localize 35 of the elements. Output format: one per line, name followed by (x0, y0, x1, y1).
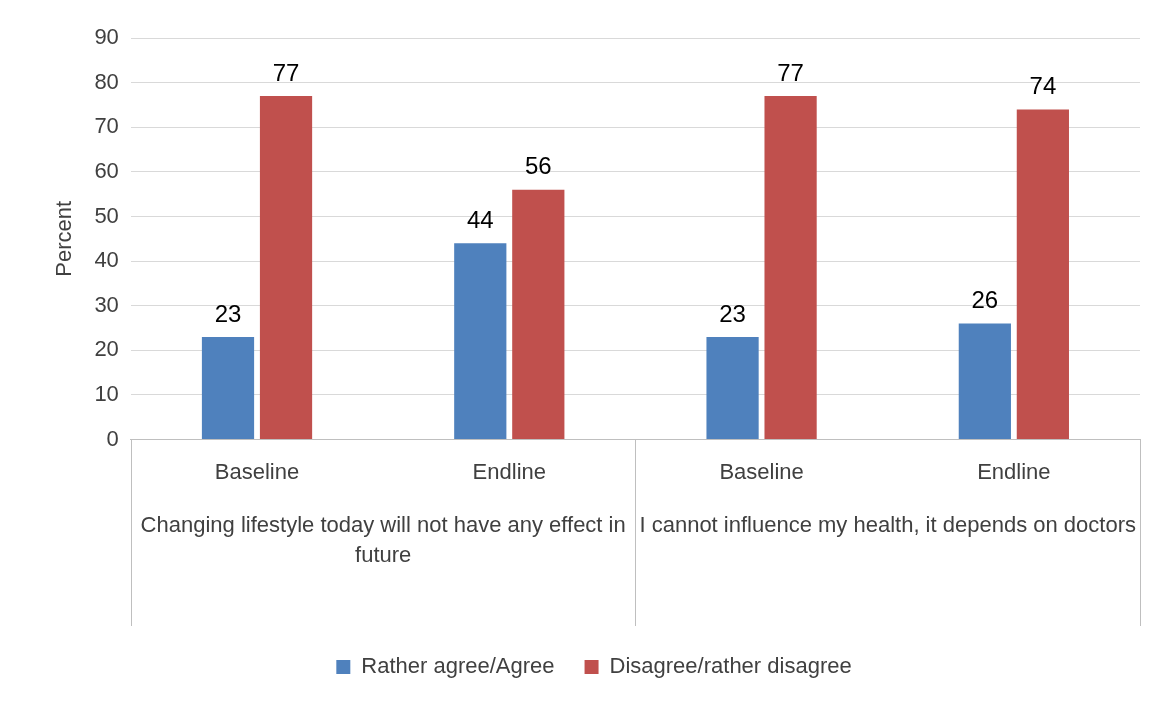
y-tick-label: 50 (94, 202, 119, 228)
y-tick-label: 20 (94, 336, 119, 362)
y-tick-label: 30 (94, 291, 119, 317)
x-tick-label: Endline (977, 458, 1051, 484)
y-tick-label: 90 (94, 24, 119, 50)
y-tick-label: 70 (94, 113, 119, 139)
y-tick-label: 0 (106, 425, 119, 451)
legend-label: Disagree/rather disagree (609, 653, 852, 679)
bar (764, 96, 817, 440)
data-label: 74 (1029, 72, 1057, 100)
x-tick-label: Baseline (719, 458, 804, 484)
data-label: 77 (272, 58, 300, 86)
bar (201, 336, 255, 440)
y-axis-title: Percent (51, 200, 77, 277)
x-tick-label: Baseline (214, 458, 300, 484)
data-label: 77 (777, 58, 804, 86)
y-tick-label: 10 (94, 381, 119, 407)
data-label: 23 (719, 299, 746, 327)
bar (512, 189, 565, 440)
bar (706, 336, 759, 440)
legend-label: Rather agree/Agree (361, 653, 555, 679)
data-label: 26 (971, 286, 999, 314)
data-label: 44 (466, 205, 494, 233)
bar (259, 96, 313, 440)
bar (454, 243, 507, 440)
x-tick-label: Endline (472, 458, 546, 484)
data-label: 56 (524, 152, 552, 180)
bar (958, 323, 1011, 440)
y-tick-label: 80 (94, 68, 119, 94)
y-tick-label: 40 (94, 247, 119, 273)
y-tick-label: 60 (94, 157, 119, 183)
data-label: 23 (214, 299, 242, 327)
text: I cannot influence my health, it depends on doctors (639, 511, 1136, 537)
text: Changing lifestyle today will not have any effect in future (140, 511, 626, 567)
bar (1016, 109, 1069, 440)
